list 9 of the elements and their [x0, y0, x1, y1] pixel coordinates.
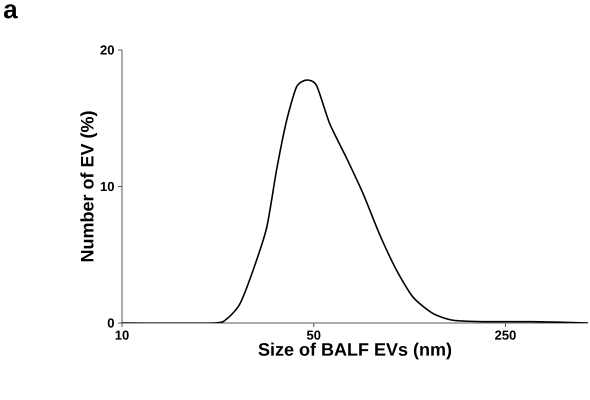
chart-title: a — [4, 4, 18, 18]
y-axis-title: Number of EV (%) — [80, 111, 98, 262]
y-tick-label: 0 — [108, 318, 114, 328]
y-tick-label: 10 — [100, 182, 114, 192]
y-tick-label: 20 — [100, 45, 114, 55]
x-axis-title: Size of BALF EVs (nm) — [258, 342, 452, 360]
x-tick-label: 10 — [116, 330, 129, 340]
x-tick-label: 250 — [495, 330, 516, 340]
x-tick-label: 50 — [306, 330, 320, 340]
